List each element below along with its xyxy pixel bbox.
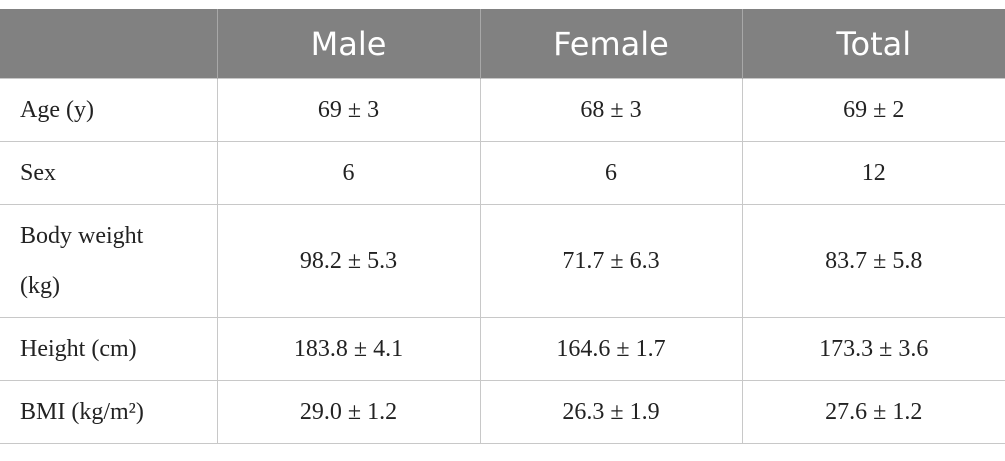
table-row: Height (cm) 183.8 ± 4.1 164.6 ± 1.7 173.3 ±… [0,317,1005,381]
corner-cell [0,9,217,79]
table-row: Sex 6 6 12 [0,141,1005,205]
table-cell: 12 [741,141,1005,205]
table-cell: 27.6 ± 1.2 [741,380,1005,444]
header-row: Male Female Total [0,9,1005,79]
table-cell: 6 [479,141,743,205]
table-cell: 164.6 ± 1.7 [479,317,743,381]
row-label: Age (y) [0,78,218,142]
column-header: Female [479,9,742,79]
table-cell: 69 ± 2 [741,78,1005,142]
column-header: Total [741,9,1005,79]
column-header: Male [216,9,480,79]
table-cell: 6 [216,141,481,205]
table-cell: 69 ± 3 [216,78,481,142]
table-row: Body weight (kg) 98.2 ± 5.3 71.7 ± 6.3 83.7… [0,204,1005,318]
table-cell: 29.0 ± 1.2 [216,380,481,444]
row-label: Sex [0,141,218,205]
row-label: Body weight (kg) [0,204,218,318]
page: Male Female Total Age (y) 69 ± 3 68 ± 3 69 ± … [0,9,1005,461]
row-label: BMI (kg/m²) [0,380,218,444]
table-cell: 26.3 ± 1.9 [479,380,743,444]
table-cell: 68 ± 3 [479,78,743,142]
table-cell: 173.3 ± 3.6 [741,317,1005,381]
table-body: Age (y) 69 ± 3 68 ± 3 69 ± 2 Sex 6 6 12 Body wei… [0,78,1005,444]
table-cell: 71.7 ± 6.3 [479,204,743,318]
table-cell: 83.7 ± 5.8 [741,204,1005,318]
row-label: Height (cm) [0,317,218,381]
table-cell: 183.8 ± 4.1 [216,317,481,381]
data-table: Male Female Total Age (y) 69 ± 3 68 ± 3 69 ± … [0,9,1005,444]
table-row: BMI (kg/m²) 29.0 ± 1.2 26.3 ± 1.9 27.6 ± 1.… [0,380,1005,444]
table-row: Age (y) 69 ± 3 68 ± 3 69 ± 2 [0,78,1005,142]
table-cell: 98.2 ± 5.3 [216,204,481,318]
